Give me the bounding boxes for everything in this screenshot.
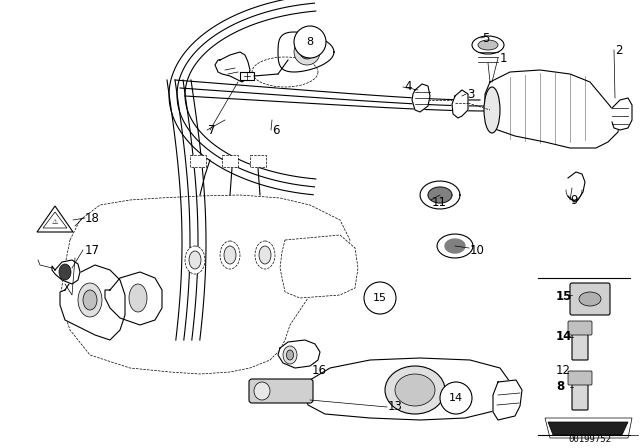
Ellipse shape (283, 346, 297, 364)
Ellipse shape (472, 36, 504, 54)
Ellipse shape (189, 251, 201, 269)
Polygon shape (437, 234, 473, 258)
Polygon shape (52, 260, 80, 284)
Polygon shape (428, 187, 452, 203)
Text: 7: 7 (208, 124, 216, 137)
Text: 8: 8 (556, 380, 564, 393)
Circle shape (300, 45, 314, 59)
Bar (190, 155, 206, 167)
Ellipse shape (385, 366, 445, 414)
Text: 16: 16 (312, 363, 327, 376)
Ellipse shape (395, 374, 435, 406)
Polygon shape (60, 195, 350, 374)
Text: 1: 1 (500, 52, 508, 65)
Text: 15: 15 (556, 290, 572, 303)
Text: 14: 14 (556, 331, 572, 344)
FancyBboxPatch shape (240, 72, 254, 80)
FancyBboxPatch shape (570, 283, 610, 315)
Ellipse shape (83, 290, 97, 310)
FancyBboxPatch shape (568, 321, 592, 335)
Ellipse shape (224, 246, 236, 264)
Polygon shape (485, 70, 620, 148)
Bar (250, 155, 266, 167)
Ellipse shape (129, 284, 147, 312)
Ellipse shape (287, 350, 294, 360)
Polygon shape (445, 239, 465, 253)
Text: 3: 3 (467, 87, 474, 100)
Text: 13: 13 (388, 401, 403, 414)
Text: 6: 6 (272, 124, 280, 137)
Circle shape (294, 26, 326, 58)
Ellipse shape (220, 241, 240, 269)
Text: 12: 12 (556, 363, 571, 376)
Ellipse shape (59, 264, 71, 280)
Polygon shape (420, 181, 460, 209)
Polygon shape (412, 84, 430, 112)
Polygon shape (43, 212, 67, 228)
Polygon shape (215, 52, 250, 82)
Text: ⚠: ⚠ (52, 219, 58, 225)
Text: 00199752: 00199752 (568, 435, 611, 444)
Bar (222, 155, 238, 167)
Polygon shape (548, 422, 628, 435)
Ellipse shape (484, 87, 500, 133)
Text: 10: 10 (470, 244, 485, 257)
Circle shape (440, 382, 472, 414)
FancyBboxPatch shape (572, 324, 588, 360)
Circle shape (364, 282, 396, 314)
Text: 8: 8 (307, 37, 314, 47)
Ellipse shape (259, 246, 271, 264)
Text: 5: 5 (482, 31, 490, 44)
Ellipse shape (254, 382, 270, 400)
Ellipse shape (255, 241, 275, 269)
Polygon shape (452, 90, 468, 118)
Polygon shape (493, 380, 522, 420)
Polygon shape (305, 358, 510, 420)
FancyBboxPatch shape (568, 371, 592, 385)
FancyBboxPatch shape (249, 379, 313, 403)
Polygon shape (278, 32, 334, 72)
Text: 17: 17 (85, 244, 100, 257)
Polygon shape (105, 272, 162, 325)
Polygon shape (60, 265, 125, 340)
Polygon shape (568, 172, 585, 202)
Text: 11: 11 (432, 195, 447, 208)
Polygon shape (37, 206, 73, 232)
Ellipse shape (78, 283, 102, 317)
Ellipse shape (478, 40, 498, 50)
Polygon shape (612, 98, 632, 130)
Text: 9: 9 (570, 194, 577, 207)
FancyBboxPatch shape (572, 374, 588, 410)
Ellipse shape (579, 292, 601, 306)
Text: 15: 15 (373, 293, 387, 303)
Text: 18: 18 (85, 211, 100, 224)
Text: 2: 2 (615, 43, 623, 56)
Polygon shape (278, 340, 320, 368)
Ellipse shape (185, 246, 205, 274)
Polygon shape (280, 235, 358, 298)
Text: 4: 4 (404, 81, 412, 94)
Circle shape (294, 39, 320, 65)
Polygon shape (252, 57, 318, 87)
Text: 14: 14 (449, 393, 463, 403)
